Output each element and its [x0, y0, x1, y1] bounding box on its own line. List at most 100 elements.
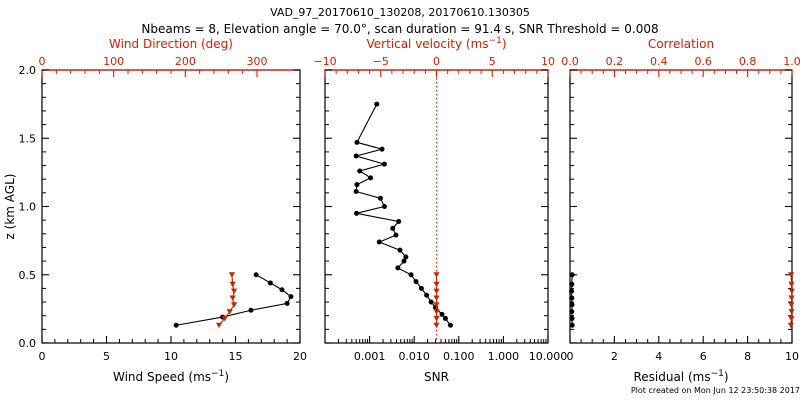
data-point-marker	[569, 281, 575, 287]
y-axis-tick-label: 0.5	[19, 269, 37, 282]
data-point-marker	[229, 295, 236, 301]
top-axis-tick-label: 0	[39, 55, 46, 68]
data-point-marker	[413, 279, 419, 285]
data-point-marker	[447, 322, 453, 328]
data-point-marker	[569, 272, 575, 278]
top-axis-tick-label: 0.4	[650, 55, 668, 68]
data-point-marker	[788, 288, 795, 295]
plot-panel-middle: 0.001 0.010 0.100 1.000 10.000 −10 −5 0 5 10 SNR Ve…	[313, 36, 567, 384]
top-axis-tick-label: −10	[313, 55, 336, 68]
data-point-marker	[433, 295, 440, 301]
data-point-marker	[377, 195, 383, 201]
data-point-marker	[284, 300, 290, 306]
series-wind-direction	[215, 272, 238, 329]
top-axis-tick-label: 0.6	[694, 55, 712, 68]
bottom-axis-tick-label: 15	[229, 350, 243, 363]
panel-frame	[41, 69, 301, 344]
x-axis-title-bottom: SNR	[424, 370, 449, 384]
x-axis-title-top: Vertical velocity (ms−1)	[366, 36, 506, 51]
plot-credit: Plot created on Mon Jun 12 23:50:38 2017	[631, 386, 800, 395]
data-point-marker	[393, 232, 399, 238]
data-point-marker	[788, 315, 795, 322]
data-point-marker	[376, 239, 382, 245]
data-point-marker	[379, 146, 385, 152]
data-point-marker	[569, 309, 575, 315]
data-point-marker	[248, 307, 254, 313]
data-point-marker	[433, 315, 440, 322]
data-point-marker	[433, 322, 440, 329]
figure-title: VAD_97_20170610_130208, 20170610.130305	[270, 6, 530, 19]
data-point-marker	[433, 281, 440, 288]
data-point-marker	[173, 322, 179, 328]
top-axis-tick-label: 0.0	[561, 55, 579, 68]
data-point-marker	[267, 280, 273, 286]
data-point-marker	[788, 281, 795, 288]
bottom-axis-tick-label: 0.010	[398, 350, 430, 363]
top-axis-tick-label: 300	[247, 55, 268, 68]
top-axis-tick-label: 5	[489, 55, 496, 68]
bottom-axis-tick-label: 0	[567, 350, 574, 363]
y-axis: 0.0 0.5 1.0 1.5 2.0	[19, 64, 300, 350]
x-axis-title-bottom: Wind Speed (ms−1)	[113, 369, 229, 384]
data-point-marker	[230, 288, 238, 295]
top-axis: 0.0 0.2 0.4 0.6 0.8 1.0	[561, 55, 800, 77]
data-point-marker	[424, 292, 430, 298]
bottom-axis-tick-label: 0.001	[354, 350, 386, 363]
data-point-marker	[408, 272, 414, 278]
data-point-marker	[221, 315, 228, 322]
data-point-marker	[569, 288, 575, 294]
data-point-marker	[569, 302, 575, 308]
data-point-marker	[288, 294, 294, 300]
y-axis-title: z (km AGL)	[3, 174, 17, 240]
data-point-marker	[433, 272, 440, 278]
data-point-marker	[374, 101, 380, 107]
data-point-marker	[368, 175, 374, 181]
data-point-marker	[354, 210, 360, 216]
bottom-axis-tick-label: 4	[655, 350, 662, 363]
data-point-marker	[395, 265, 401, 271]
data-point-marker	[569, 295, 575, 301]
bottom-axis-tick-label: 6	[700, 350, 707, 363]
x-axis-title-top: Wind Direction (deg)	[109, 37, 233, 51]
bottom-axis-tick-label: 0.100	[443, 350, 475, 363]
y-axis-tick-label: 2.0	[19, 64, 37, 77]
top-axis-tick-label: 0.8	[739, 55, 757, 68]
series-vertical-velocity	[433, 272, 440, 329]
data-point-marker	[396, 219, 402, 225]
data-point-marker	[353, 153, 359, 159]
data-point-marker	[353, 188, 359, 194]
series-correlation	[787, 272, 795, 329]
bottom-axis: 0 5 10 15 20	[39, 336, 307, 363]
bottom-axis-tick-label: 10.000	[529, 350, 568, 363]
data-point-marker	[433, 302, 440, 308]
data-point-marker	[228, 272, 236, 278]
data-point-marker	[215, 322, 223, 329]
top-axis: 0 100 200 300	[39, 55, 300, 77]
bottom-axis-tick-label: 1.000	[488, 350, 520, 363]
data-point-marker	[229, 281, 236, 288]
series-wind-speed	[173, 272, 294, 328]
data-point-marker	[381, 204, 387, 209]
y-axis-tick-label: 1.5	[19, 132, 37, 145]
data-point-marker	[279, 287, 285, 293]
data-point-marker	[569, 322, 575, 328]
top-axis-tick-label: 0	[433, 55, 440, 68]
top-axis: −10 −5 0 5 10	[313, 55, 555, 77]
data-point-marker	[788, 272, 795, 278]
data-point-marker	[354, 182, 360, 188]
bottom-axis-tick-label: 10	[785, 350, 799, 363]
data-point-marker	[788, 309, 795, 315]
data-point-marker	[381, 161, 387, 167]
y-axis-tick-label: 0.0	[19, 337, 37, 350]
data-point-marker	[787, 322, 794, 329]
x-axis-title-bottom: Residual (ms−1)	[633, 369, 728, 384]
data-point-marker	[230, 302, 238, 308]
x-axis-title-top: Correlation	[648, 37, 714, 51]
series-residual	[569, 272, 575, 328]
y-axis-tick-label: 1.0	[19, 201, 37, 214]
data-point-marker	[401, 258, 407, 264]
data-point-marker	[403, 254, 409, 260]
figure-subtitle: Nbeams = 8, Elevation angle = 70.0°, sca…	[141, 22, 658, 36]
